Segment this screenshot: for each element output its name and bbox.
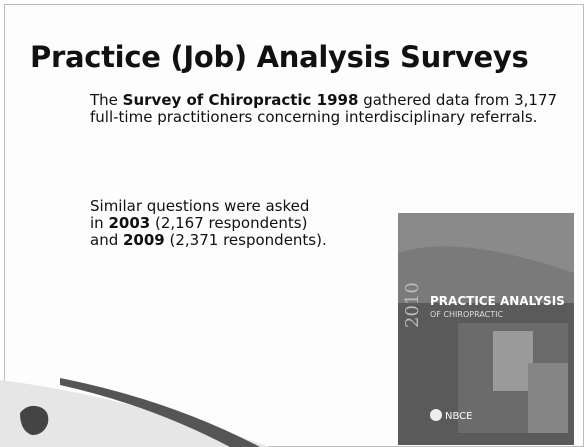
text: The (90, 91, 123, 109)
cover-title: PRACTICE ANALYSIS (430, 294, 565, 308)
book-cover: 2010 PRACTICE ANALYSIS OF CHIROPRACTIC N… (398, 213, 574, 445)
cover-subtitle: OF CHIROPRACTIC (430, 310, 503, 319)
text: and (90, 231, 123, 249)
paragraph: The Survey of Chiropractic 1998 gathered… (90, 92, 560, 126)
slide-title: Practice (Job) Analysis Surveys (30, 40, 528, 74)
text: (2,167 respondents) (150, 214, 307, 232)
bold-text: 2003 (108, 214, 150, 232)
bold-text: Survey of Chiropractic 1998 (123, 91, 359, 109)
text: Similar questions were asked (90, 197, 309, 215)
cover-year: 2010 (402, 282, 423, 328)
slide: Practice (Job) Analysis Surveys The Surv… (0, 0, 588, 447)
cover-publisher: NBCE (445, 411, 472, 422)
text: in (90, 214, 108, 232)
text: (2,371 respondents). (165, 231, 327, 249)
bold-text: 2009 (123, 231, 165, 249)
